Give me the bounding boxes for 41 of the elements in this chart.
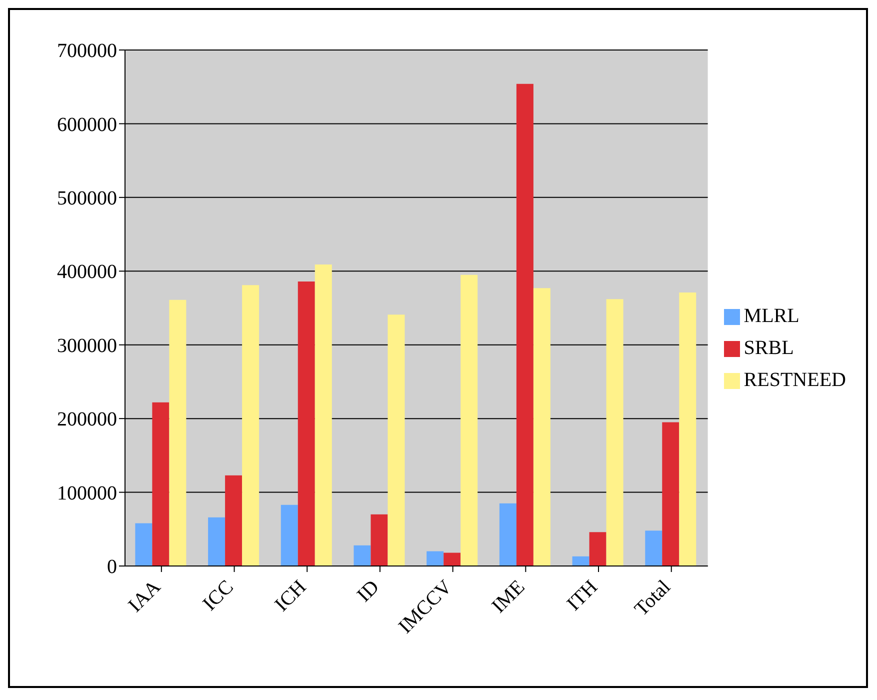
legend-label: RESTNEED xyxy=(744,369,846,391)
x-tick-label: ID xyxy=(353,576,384,606)
x-tick-label: IME xyxy=(488,576,530,618)
y-tick-label: 100000 xyxy=(57,482,117,504)
x-tick-label: ITH xyxy=(562,576,602,616)
bar xyxy=(208,517,226,566)
y-tick-label: 200000 xyxy=(57,408,117,431)
bar xyxy=(516,84,534,566)
bar xyxy=(370,514,388,566)
x-tick-label: ICH xyxy=(270,576,311,616)
y-tick-label: 600000 xyxy=(57,114,117,136)
bar xyxy=(388,314,405,566)
bar xyxy=(444,552,461,566)
bar xyxy=(533,288,550,566)
bar xyxy=(298,281,315,566)
bar xyxy=(152,402,170,566)
bar xyxy=(499,503,516,566)
y-tick-label: 400000 xyxy=(57,261,117,284)
x-tick-label: ICC xyxy=(198,576,238,616)
bar xyxy=(645,530,662,566)
bar xyxy=(314,264,332,566)
bar xyxy=(135,523,152,566)
legend-label: MLRL xyxy=(744,305,800,327)
x-tick-label: IAA xyxy=(124,576,166,617)
y-tick-label: 500000 xyxy=(57,188,117,210)
y-tick-label: 0 xyxy=(107,556,117,578)
bar xyxy=(662,422,680,566)
bar xyxy=(606,299,624,566)
y-tick-label: 700000 xyxy=(57,40,117,62)
bar xyxy=(589,532,606,566)
bar xyxy=(354,545,371,566)
bar xyxy=(426,551,444,566)
legend-label: SRBL xyxy=(744,337,794,359)
bar xyxy=(679,292,696,566)
bar xyxy=(242,285,260,566)
bar xyxy=(280,504,298,566)
y-tick-label: 300000 xyxy=(57,334,117,357)
bar xyxy=(572,556,590,566)
bar xyxy=(460,274,478,566)
bar xyxy=(169,300,186,566)
bar xyxy=(225,475,242,566)
